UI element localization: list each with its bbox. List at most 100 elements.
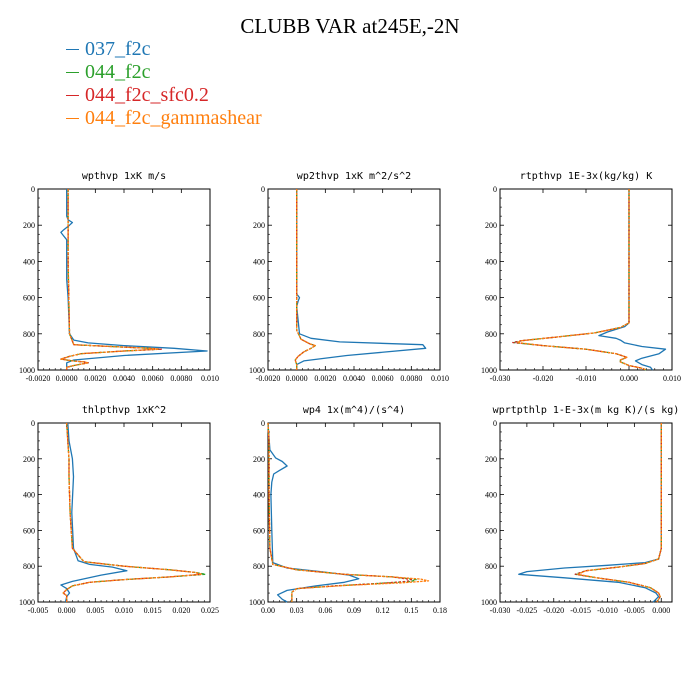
series-line <box>294 189 316 370</box>
y-tick-label: 400 <box>485 257 497 266</box>
x-tick-label: 0.000 <box>58 606 76 615</box>
y-tick-label: 0 <box>493 185 497 194</box>
x-tick-label: -0.020 <box>533 374 554 383</box>
series-line <box>62 422 201 602</box>
panel: thlpthvp 1xK^2 -0.005 0.000 0.005 0.010 0.015… <box>19 405 219 615</box>
panel: wprtpthlp 1-E-3x(m kg K)/(s kg) -0.030 -0.… <box>481 405 679 615</box>
plot-frame <box>499 188 673 371</box>
y-tick-label: 0 <box>261 185 265 194</box>
series-line <box>516 189 647 371</box>
y-tick-label: 600 <box>23 294 35 303</box>
series-line <box>62 422 207 602</box>
series-line <box>518 423 662 603</box>
legend-label: 037_f2c <box>85 38 151 60</box>
x-tick-label: -0.015 <box>570 606 591 615</box>
y-tick-label: 0 <box>31 185 35 194</box>
x-tick-label: 0.0020 <box>314 374 336 383</box>
x-tick-label: 0.010 <box>431 374 449 383</box>
panel-title: rtpthvp 1E-3x(kg/kg) K <box>520 171 652 182</box>
panel-title: wprtpthlp 1-E-3x(m kg K)/(s kg) <box>493 405 680 416</box>
figure-title: CLUBB VAR at245E,-2N <box>240 14 460 38</box>
x-tick-label: -0.0020 <box>256 374 281 383</box>
x-tick-label: -0.0020 <box>26 374 51 383</box>
x-tick-label: 0.010 <box>663 374 681 383</box>
y-tick-label: 200 <box>485 221 497 230</box>
x-tick-label: 0.020 <box>172 606 190 615</box>
series-line <box>267 422 430 602</box>
x-tick-label: 0.12 <box>376 606 390 615</box>
legend-label: 044_f2c_gammashear <box>85 107 262 129</box>
x-tick-label: 0.0040 <box>113 374 135 383</box>
legend-item: 044_f2c_gammashear <box>66 107 262 130</box>
series-line <box>294 189 316 370</box>
series-line <box>60 422 128 603</box>
y-tick-label: 800 <box>485 562 497 571</box>
series-line <box>296 189 427 370</box>
x-tick-label: 0.0040 <box>343 374 365 383</box>
panel: wpthvp 1xK m/s -0.0020 0.0000 0.0020 0.0040 0… <box>19 171 219 383</box>
series-line <box>60 189 208 370</box>
x-tick-label: -0.010 <box>576 374 597 383</box>
x-tick-label: 0.00 <box>261 606 275 615</box>
legend-swatch <box>66 49 79 50</box>
series-line <box>574 423 662 603</box>
y-tick-label: 400 <box>253 491 265 500</box>
x-tick-label: 0.0000 <box>56 374 78 383</box>
panel-title: wp2thvp 1xK m^2/s^2 <box>297 171 411 182</box>
x-tick-label: 0.000 <box>620 374 638 383</box>
x-tick-label: 0.0060 <box>142 374 164 383</box>
legend-item: 037_f2c <box>66 38 262 61</box>
legend-item: 044_f2c <box>66 61 262 84</box>
legend-swatch <box>66 95 79 96</box>
series-line <box>294 189 316 370</box>
y-tick-label: 200 <box>253 455 265 464</box>
legend-label: 044_f2c_sfc0.2 <box>85 84 209 106</box>
x-tick-label: 0.010 <box>201 374 219 383</box>
y-tick-label: 400 <box>23 491 35 500</box>
series-line <box>60 189 162 370</box>
x-tick-label: 0.0000 <box>286 374 308 383</box>
x-tick-label: 0.03 <box>290 606 304 615</box>
plot-frame <box>37 188 211 371</box>
legend-swatch <box>66 72 79 73</box>
legend: 037_f2c 044_f2c 044_f2c_sfc0.2 044_f2c_g… <box>66 38 262 130</box>
series-line <box>267 422 360 603</box>
series-line <box>574 423 662 603</box>
plot-frame <box>267 422 441 603</box>
series-line <box>267 422 417 602</box>
y-tick-label: 600 <box>253 294 265 303</box>
legend-item: 044_f2c_sfc0.2 <box>66 84 262 107</box>
panel-title: thlpthvp 1xK^2 <box>82 405 166 416</box>
x-tick-label: -0.005 <box>624 606 645 615</box>
y-tick-label: 1000 <box>249 366 265 375</box>
y-tick-label: 600 <box>253 526 265 535</box>
series-line <box>598 189 667 371</box>
x-tick-label: -0.020 <box>543 606 564 615</box>
y-tick-label: 800 <box>23 330 35 339</box>
series-line <box>577 423 662 603</box>
x-tick-label: -0.010 <box>597 606 618 615</box>
x-tick-label: 0.000 <box>652 606 670 615</box>
panel-title: wpthvp 1xK m/s <box>82 171 166 182</box>
x-tick-label: -0.030 <box>490 606 511 615</box>
y-tick-label: 600 <box>23 526 35 535</box>
x-tick-label: -0.005 <box>28 606 49 615</box>
y-tick-label: 800 <box>23 562 35 571</box>
x-tick-label: 0.0080 <box>170 374 192 383</box>
panel: wp2thvp 1xK m^2/s^2 -0.0020 0.0000 0.0020 0.… <box>249 171 449 383</box>
y-tick-label: 800 <box>485 330 497 339</box>
y-tick-label: 200 <box>23 221 35 230</box>
x-tick-label: 0.015 <box>144 606 162 615</box>
y-tick-label: 800 <box>253 562 265 571</box>
y-tick-label: 800 <box>253 330 265 339</box>
series-line <box>60 189 160 370</box>
x-tick-label: -0.025 <box>517 606 538 615</box>
y-tick-label: 0 <box>31 419 35 428</box>
y-tick-label: 200 <box>253 221 265 230</box>
panel-title: wp4 1x(m^4)/(s^4) <box>303 405 405 416</box>
legend-swatch <box>66 118 79 119</box>
y-tick-label: 400 <box>485 491 497 500</box>
y-tick-label: 1000 <box>481 366 497 375</box>
y-tick-label: 600 <box>485 294 497 303</box>
x-tick-label: 0.025 <box>201 606 219 615</box>
